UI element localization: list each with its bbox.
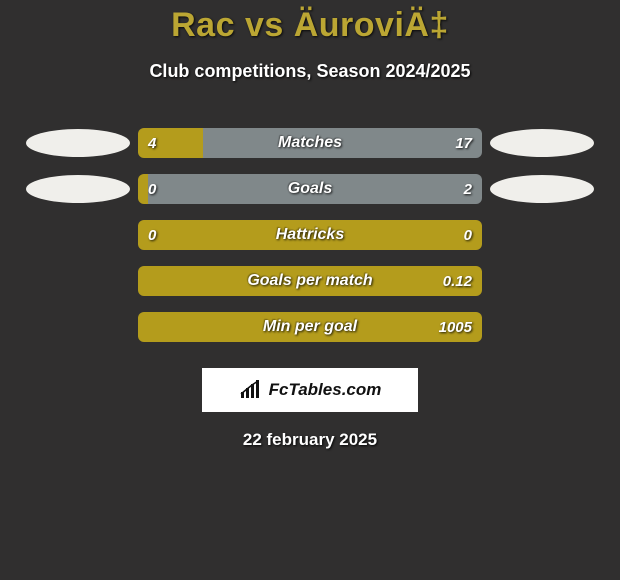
brand-badge: FcTables.com <box>202 368 418 412</box>
bar-segment-left <box>138 174 148 204</box>
stat-value-right: 0.12 <box>443 266 472 296</box>
bar-segment-right <box>203 128 482 158</box>
page-title: Rac vs ÄuroviÄ‡ <box>0 0 620 45</box>
avatar-col-right <box>482 175 602 203</box>
avatar-col-left <box>18 175 138 203</box>
stat-bar: 02Goals <box>138 174 482 204</box>
avatar <box>26 129 130 157</box>
avatar-col-left <box>18 129 138 157</box>
stat-value-right: 0 <box>464 220 472 250</box>
stat-row: 1005Min per goal <box>0 304 620 350</box>
bar-segment-full <box>138 266 482 296</box>
stats-container: 417Matches02Goals00Hattricks0.12Goals pe… <box>0 120 620 350</box>
comparison-card: Rac vs ÄuroviÄ‡ Club competitions, Seaso… <box>0 0 620 580</box>
stat-value-left: 0 <box>148 220 156 250</box>
avatar <box>26 175 130 203</box>
page-subtitle: Club competitions, Season 2024/2025 <box>0 61 620 82</box>
stat-bar: 00Hattricks <box>138 220 482 250</box>
bar-segment-full <box>138 312 482 342</box>
stat-value-left: 0 <box>148 174 156 204</box>
stat-bar: 1005Min per goal <box>138 312 482 342</box>
date-label: 22 february 2025 <box>0 430 620 450</box>
brand-chart-icon <box>239 380 263 400</box>
bar-segment-full <box>138 220 482 250</box>
stat-bar: 0.12Goals per match <box>138 266 482 296</box>
avatar <box>490 129 594 157</box>
stat-bar: 417Matches <box>138 128 482 158</box>
stat-row: 417Matches <box>0 120 620 166</box>
bar-segment-right <box>148 174 482 204</box>
brand-text: FcTables.com <box>269 380 382 400</box>
avatar <box>490 175 594 203</box>
stat-row: 00Hattricks <box>0 212 620 258</box>
stat-value-left: 4 <box>148 128 156 158</box>
stat-value-right: 1005 <box>439 312 472 342</box>
stat-value-right: 2 <box>464 174 472 204</box>
stat-row: 0.12Goals per match <box>0 258 620 304</box>
stat-value-right: 17 <box>455 128 472 158</box>
avatar-col-right <box>482 129 602 157</box>
stat-row: 02Goals <box>0 166 620 212</box>
